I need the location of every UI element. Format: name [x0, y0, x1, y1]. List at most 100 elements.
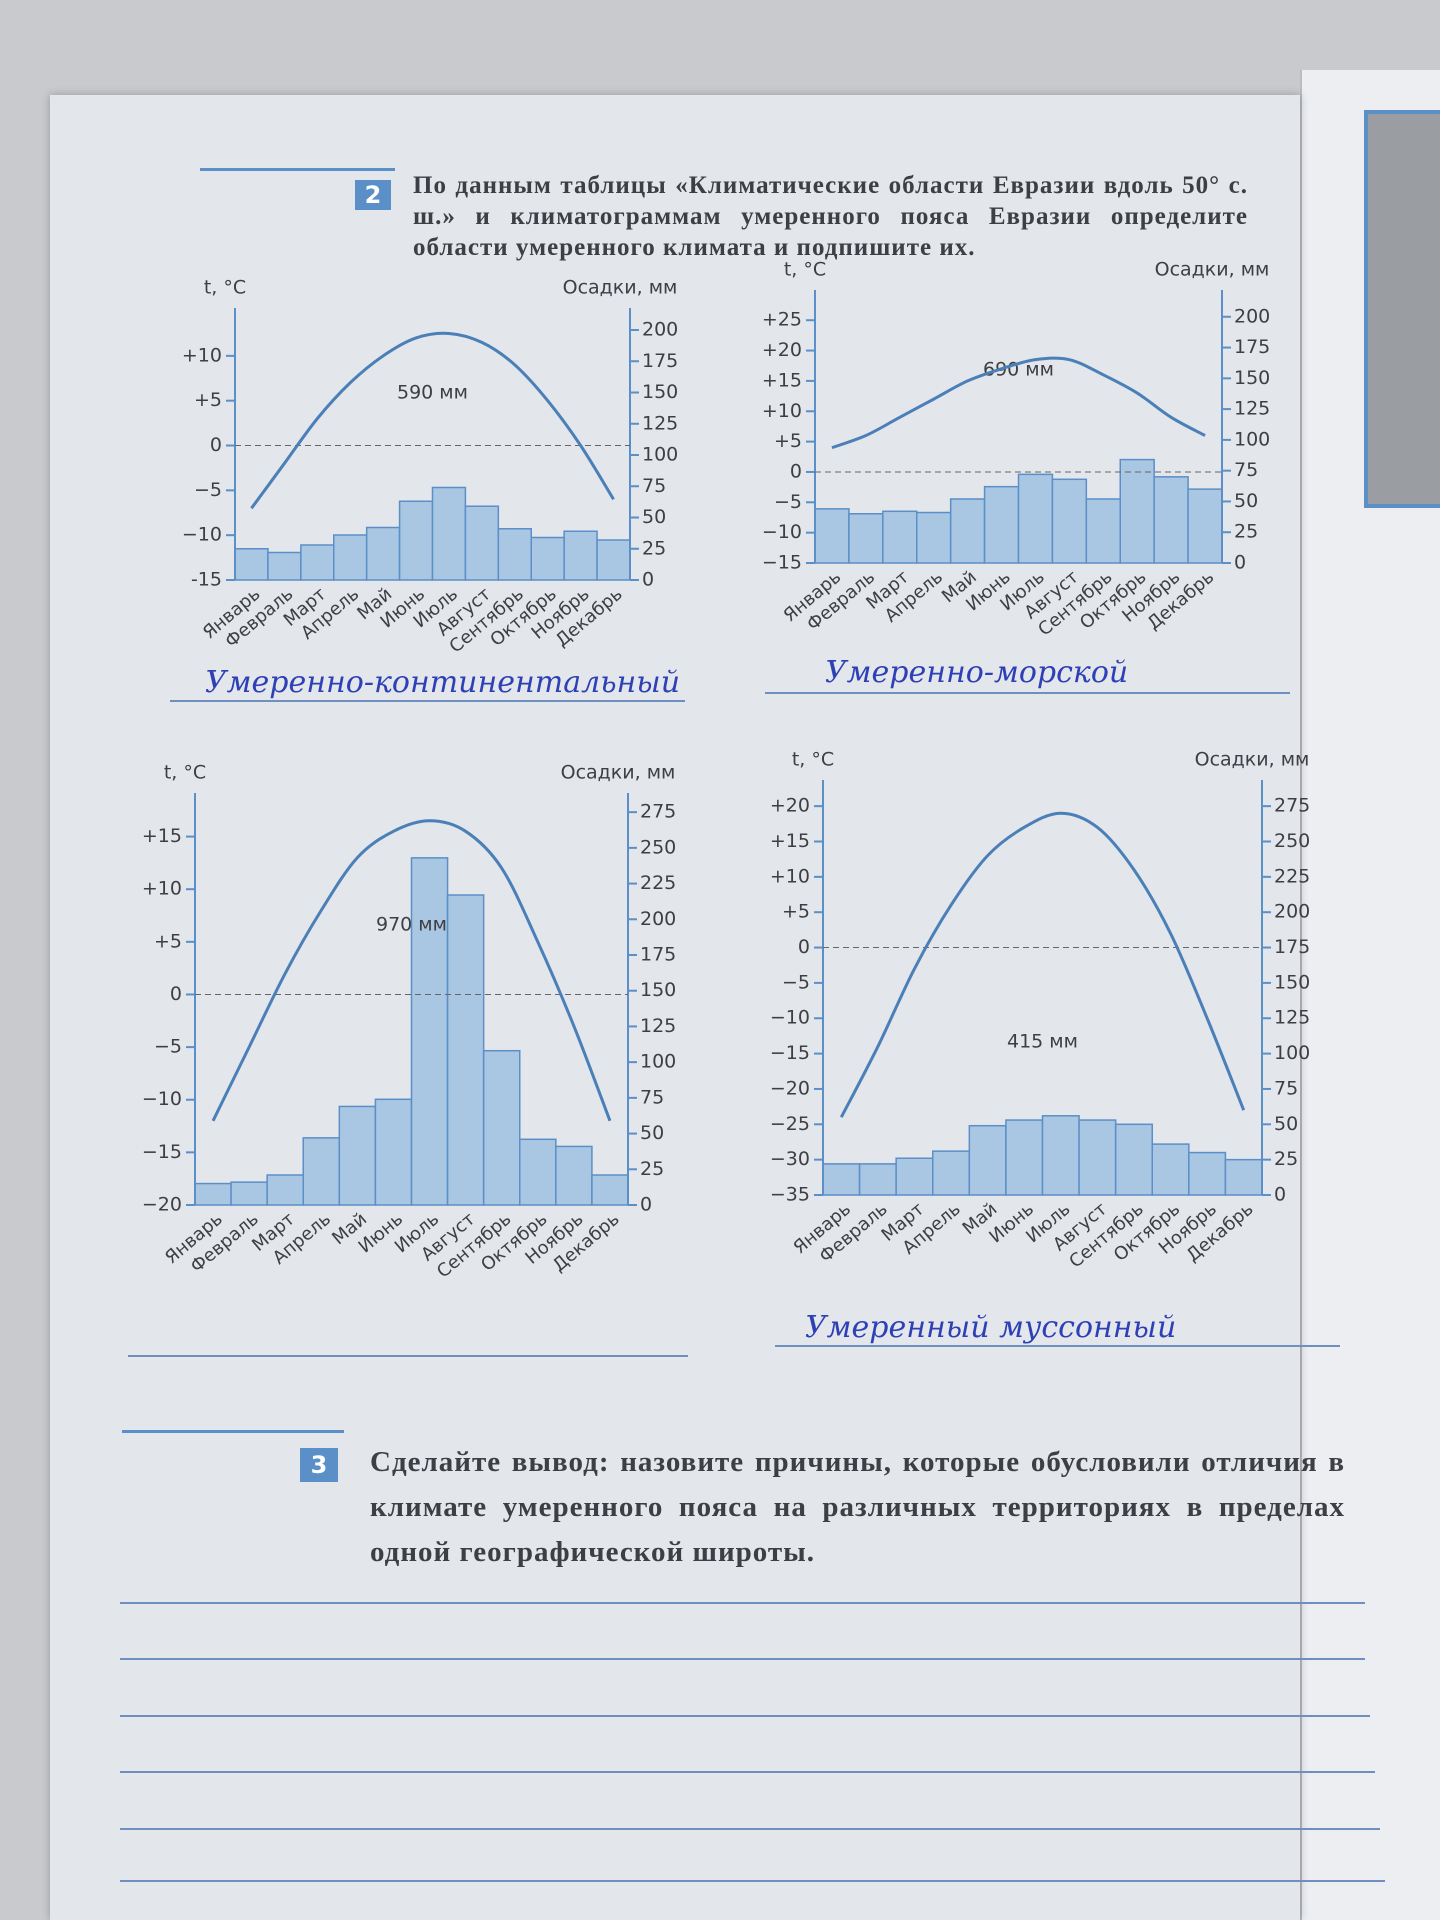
handwritten-answer: Умеренно-морской [825, 655, 1129, 690]
answer-line [775, 1345, 1340, 1347]
temperature-line [839, 811, 1246, 1118]
precipitation-bar [1153, 476, 1189, 564]
y2-axis-title: Осадки, мм [561, 762, 676, 784]
y2-tick-label: 150 [1234, 367, 1270, 389]
y-tick-label: +15 [142, 825, 182, 847]
precipitation-bar [266, 1174, 304, 1206]
writing-line [120, 1828, 1380, 1830]
y2-tick-label: 250 [640, 836, 676, 858]
annotation: 590 мм [397, 381, 468, 403]
precipitation-bar [519, 1138, 557, 1206]
precipitation-bar [1041, 1115, 1080, 1196]
precipitation-bar [333, 534, 368, 581]
annotation: 970 мм [376, 914, 447, 936]
precipitation-bar [1078, 1119, 1117, 1196]
y2-axis-title: Осадки, мм [1195, 749, 1310, 771]
precipitation-bar [949, 498, 986, 564]
y2-tick-label: 275 [640, 801, 676, 823]
y2-tick-label: 50 [1234, 490, 1258, 512]
y2-tick-label: 100 [1234, 428, 1270, 450]
y2-tick-label: 125 [1274, 1007, 1310, 1029]
y2-tick-label: 175 [640, 944, 676, 966]
precipitation-bar [230, 1181, 268, 1206]
y-tick-label: 0 [170, 983, 182, 1005]
precipitation-bar [563, 530, 598, 581]
precipitation-bar [446, 894, 485, 1206]
precipitation-bar [1151, 1143, 1190, 1196]
writing-line [120, 1715, 1370, 1717]
temperature-line [211, 819, 612, 1122]
task-number: 3 [300, 1448, 338, 1482]
writing-line [120, 1658, 1365, 1660]
precipitation-bar [410, 857, 449, 1206]
y2-tick-label: 0 [1274, 1184, 1286, 1206]
y-tick-label: +20 [770, 795, 810, 817]
y-tick-label: −20 [142, 1194, 182, 1216]
y2-tick-label: 75 [1234, 459, 1258, 481]
y-tick-label: +10 [182, 344, 222, 366]
y-tick-label: +10 [142, 878, 182, 900]
y-tick-label: +15 [762, 369, 802, 391]
y2-tick-label: 150 [642, 381, 678, 403]
y2-tick-label: 0 [642, 569, 654, 591]
precipitation-bar [302, 1137, 341, 1206]
y2-tick-label: 75 [640, 1086, 664, 1108]
workbook-page [50, 95, 1300, 1920]
y2-tick-label: 200 [642, 319, 678, 341]
precipitation-bar [1188, 1151, 1227, 1196]
y2-axis-title: Осадки, мм [563, 277, 678, 299]
precipitation-bar [374, 1098, 413, 1206]
precipitation-bar [822, 1163, 861, 1196]
y2-axis-title: Осадки, мм [1155, 259, 1270, 281]
precipitation-bar [596, 539, 631, 581]
precipitation-bar [882, 510, 918, 564]
y-tick-label: 0 [790, 460, 802, 482]
precipitation-bar [1085, 498, 1122, 564]
temperature-line [831, 356, 1206, 450]
y2-tick-label: 0 [1234, 552, 1246, 574]
y-tick-label: −15 [142, 1141, 182, 1163]
y-tick-label: −10 [770, 1007, 810, 1029]
y-tick-label: −15 [762, 552, 802, 574]
y-tick-label: +20 [762, 339, 802, 361]
temperature-line [250, 331, 615, 510]
y2-tick-label: 75 [1274, 1077, 1298, 1099]
precipitation-bar [482, 1049, 521, 1206]
y2-tick-label: 175 [1234, 336, 1270, 358]
precipitation-bar [1187, 488, 1223, 564]
y-tick-label: +25 [762, 309, 802, 331]
y2-tick-label: 25 [640, 1158, 664, 1180]
y-tick-label: +10 [770, 865, 810, 887]
task-number: 2 [355, 180, 391, 210]
y2-tick-label: 25 [1274, 1148, 1298, 1170]
precipitation-bar [814, 508, 850, 564]
y-tick-label: -15 [191, 569, 222, 591]
y-tick-label: +5 [774, 430, 802, 452]
precipitation-bar [338, 1105, 377, 1206]
y-tick-label: +5 [782, 901, 810, 923]
y-tick-label: −10 [762, 521, 802, 543]
y-tick-label: −10 [142, 1088, 182, 1110]
precipitation-bar [1224, 1158, 1263, 1196]
y-tick-label: +15 [770, 830, 810, 852]
precipitation-bar [1119, 458, 1155, 564]
y2-tick-label: 50 [1274, 1113, 1298, 1135]
photo-frame [1364, 110, 1440, 508]
y-tick-label: −20 [770, 1077, 810, 1099]
y-axis-title: t, °C [164, 762, 206, 784]
precipitation-bar [858, 1163, 897, 1196]
y2-tick-label: 250 [1274, 830, 1310, 852]
precipitation-bar [983, 485, 1020, 564]
y2-tick-label: 100 [642, 444, 678, 466]
section-rule [200, 168, 395, 171]
annotation: 415 мм [1007, 1030, 1078, 1052]
task-text: Сделайте вывод: назовите причины, которы… [370, 1446, 1345, 1568]
precipitation-bar [848, 513, 884, 564]
precipitation-bar [591, 1174, 629, 1206]
precipitation-bar [300, 544, 335, 581]
y2-tick-label: 125 [642, 412, 678, 434]
y-tick-label: +5 [194, 389, 222, 411]
task-text: По данным таблицы «Климатические области… [413, 172, 1248, 261]
